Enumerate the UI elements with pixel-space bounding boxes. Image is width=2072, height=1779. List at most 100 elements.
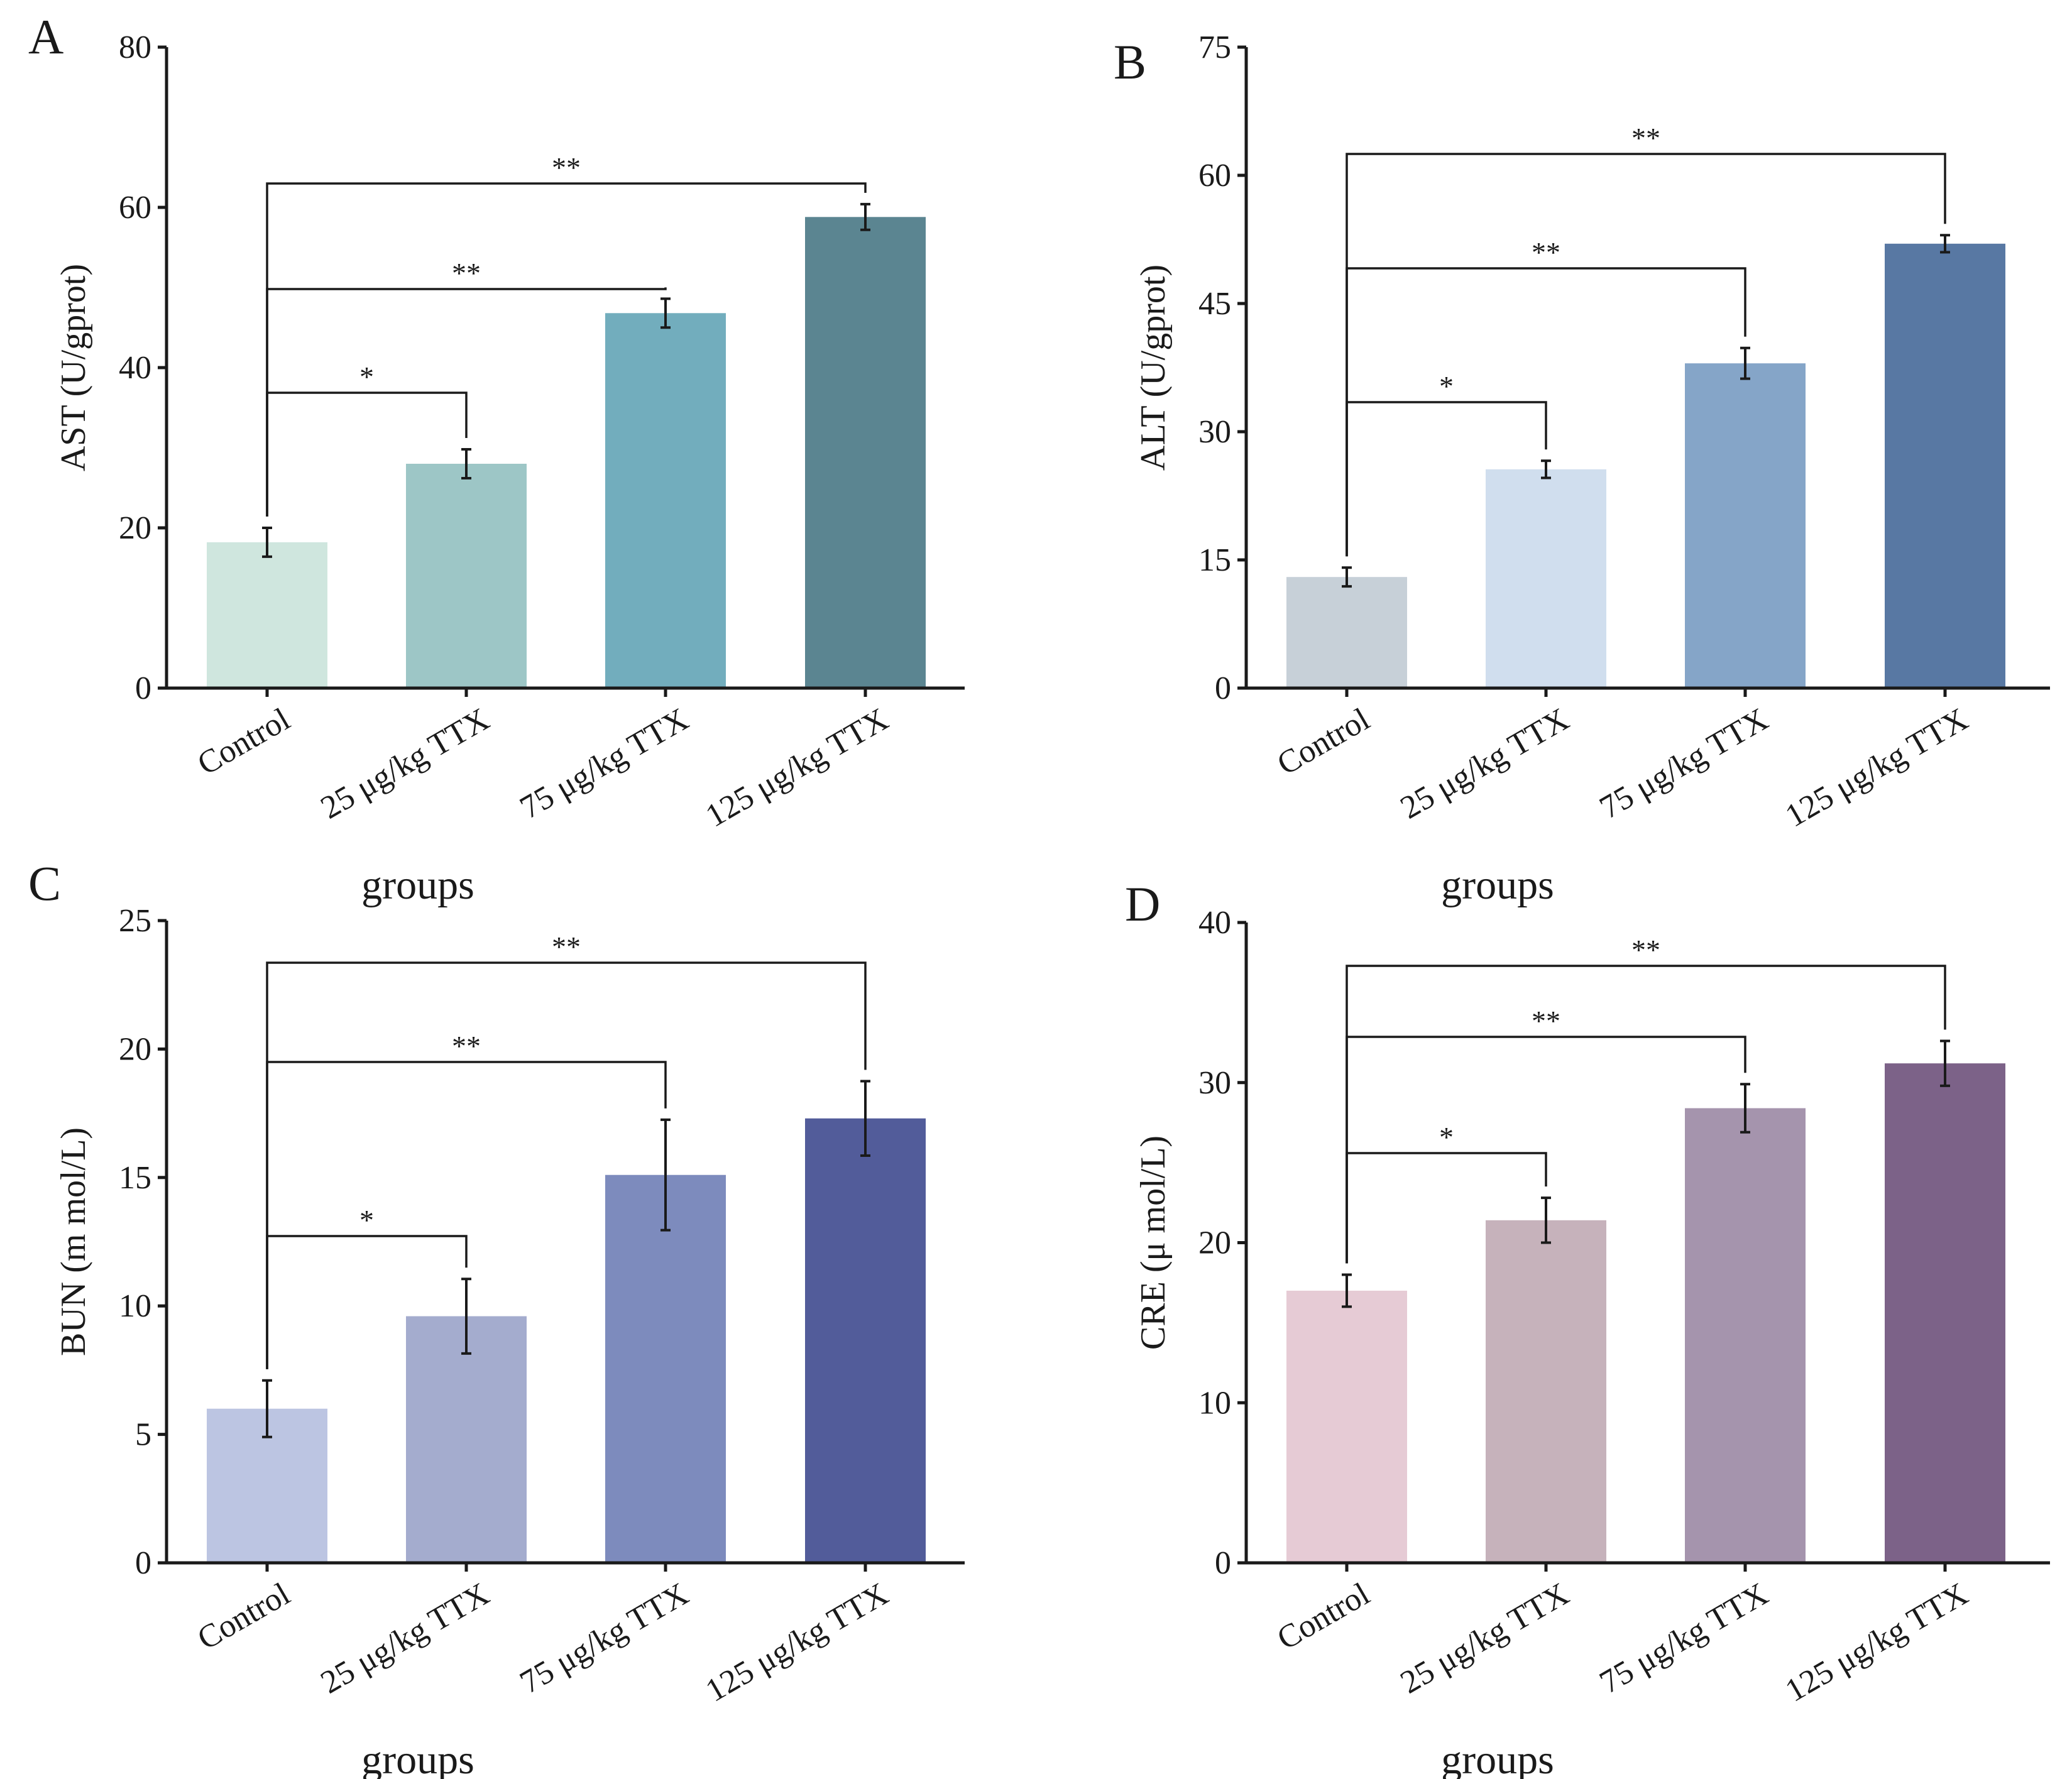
- bar-1: [1486, 1220, 1606, 1563]
- error-bar-1: [1541, 459, 1551, 479]
- y-tick-label: 5: [135, 1417, 151, 1453]
- error-bar-0: [1342, 566, 1352, 588]
- x-tick-label: Control: [1271, 1576, 1376, 1657]
- x-tick-label: 75 μg/kg TTX: [514, 1576, 694, 1701]
- y-tick-label: 60: [1198, 158, 1231, 194]
- x-tick-label: 125 μg/kg TTX: [1780, 1576, 1974, 1709]
- y-tick-label: 0: [135, 671, 151, 706]
- bar-0: [1286, 1290, 1407, 1563]
- bar-1: [406, 464, 527, 688]
- y-tick-label: 15: [119, 1160, 151, 1196]
- panel-a: A 0 20 40 60 80 Control 25 μg/kg TTX 75 μg/kg TT…: [28, 9, 965, 908]
- bar-1: [1486, 469, 1606, 688]
- panel-b: B 0 15 30 45 60 75 Control 25 μg/kg TTX 75 μg/kg …: [1114, 30, 2050, 908]
- significance-label: **: [1631, 122, 1660, 154]
- y-tick-label: 0: [1215, 1545, 1231, 1581]
- significance-label: **: [452, 257, 481, 289]
- bar-3: [805, 217, 926, 688]
- x-tick-label: 25 μg/kg TTX: [1395, 1576, 1575, 1701]
- x-tick-label: 75 μg/kg TTX: [514, 701, 694, 826]
- x-tick-label: 125 μg/kg TTX: [700, 701, 894, 835]
- y-tick-label: 75: [1198, 30, 1231, 65]
- bar-2: [605, 1174, 726, 1563]
- y-tick-label: 20: [119, 1031, 151, 1067]
- y-tick-label: 40: [1198, 905, 1231, 941]
- x-tick-label: 75 μg/kg TTX: [1594, 1576, 1774, 1701]
- significance-label: *: [1439, 1121, 1454, 1153]
- y-tick-label: 15: [1198, 542, 1231, 578]
- error-bar-3: [1940, 1039, 1950, 1087]
- significance-label: *: [359, 1204, 374, 1236]
- bar-3: [805, 1118, 926, 1563]
- significance-label: **: [452, 1030, 481, 1062]
- x-tick-label: 25 μg/kg TTX: [315, 1576, 495, 1701]
- y-tick-label: 25: [119, 903, 151, 939]
- x-axis-label: groups: [1441, 1737, 1554, 1779]
- error-bar-2: [1740, 1083, 1750, 1134]
- x-tick-label: 25 μg/kg TTX: [1395, 701, 1575, 826]
- y-tick-label: 80: [119, 30, 151, 65]
- y-axis-label: AST (U/gprot): [54, 264, 93, 471]
- x-tick-label: Control: [1271, 701, 1376, 782]
- significance-bracket-2: [1346, 965, 1946, 1264]
- bar-1: [406, 1316, 527, 1563]
- bar-2: [1685, 1108, 1806, 1563]
- error-bar-0: [262, 527, 272, 558]
- significance-bracket-2: [266, 182, 867, 517]
- y-axis-label: BUN (m mol/L): [54, 1127, 93, 1356]
- y-tick-label: 0: [135, 1545, 151, 1581]
- error-bar-0: [1342, 1273, 1352, 1308]
- significance-label: **: [1532, 1005, 1560, 1037]
- y-axis-label: CRE (μ mol/L): [1134, 1136, 1173, 1350]
- bar-3: [1885, 243, 2005, 688]
- significance-label: **: [552, 151, 581, 183]
- error-bar-1: [461, 448, 471, 479]
- panel-d: D 0 10 20 30 40 Control 25 μg/kg TTX 75 μg/kg TT…: [1125, 877, 2050, 1779]
- panel-label: C: [28, 856, 61, 911]
- x-axis-label: groups: [361, 862, 474, 908]
- panel-label: D: [1125, 877, 1160, 931]
- bar-0: [1286, 577, 1407, 688]
- x-axis-label: groups: [361, 1737, 474, 1779]
- error-bar-2: [661, 297, 671, 329]
- y-tick-label: 60: [119, 190, 151, 226]
- y-tick-label: 30: [1198, 414, 1231, 450]
- error-bar-3: [860, 1080, 870, 1158]
- error-bar-0: [262, 1379, 272, 1438]
- x-tick-label: Control: [192, 701, 296, 782]
- error-bar-2: [661, 1118, 671, 1232]
- x-tick-label: Control: [192, 1576, 296, 1657]
- y-tick-label: 10: [1198, 1385, 1231, 1421]
- y-tick-label: 40: [119, 350, 151, 386]
- significance-label: *: [1439, 370, 1454, 402]
- x-tick-label: 25 μg/kg TTX: [315, 701, 495, 826]
- y-tick-label: 45: [1198, 286, 1231, 322]
- x-tick-label: 125 μg/kg TTX: [1780, 701, 1974, 835]
- significance-label: **: [552, 931, 581, 963]
- y-tick-label: 20: [1198, 1225, 1231, 1261]
- significance-label: *: [359, 361, 374, 393]
- error-bar-3: [1940, 234, 1950, 254]
- x-axis-label: groups: [1441, 862, 1554, 908]
- panel-label: A: [28, 9, 63, 64]
- x-tick-label: 125 μg/kg TTX: [700, 1576, 894, 1709]
- error-bar-1: [461, 1278, 471, 1355]
- bar-0: [207, 542, 327, 688]
- significance-bracket-2: [266, 961, 867, 1369]
- panel-label: B: [1114, 35, 1146, 89]
- significance-bracket-2: [1346, 153, 1946, 557]
- y-tick-label: 20: [119, 510, 151, 546]
- bar-2: [1685, 363, 1806, 688]
- y-tick-label: 10: [119, 1288, 151, 1324]
- panel-c: C 0 5 10 15 20 25 Control 25 μg/kg TTX 75 μg/kg T…: [28, 856, 965, 1779]
- bar-3: [1885, 1063, 2005, 1563]
- y-tick-label: 30: [1198, 1065, 1231, 1101]
- y-axis-label: ALT (U/gprot): [1134, 265, 1173, 471]
- error-bar-1: [1541, 1196, 1551, 1244]
- y-tick-label: 0: [1215, 671, 1231, 706]
- significance-label: **: [1532, 236, 1560, 268]
- error-bar-3: [860, 202, 870, 231]
- significance-label: **: [1631, 934, 1660, 966]
- bar-2: [605, 313, 726, 688]
